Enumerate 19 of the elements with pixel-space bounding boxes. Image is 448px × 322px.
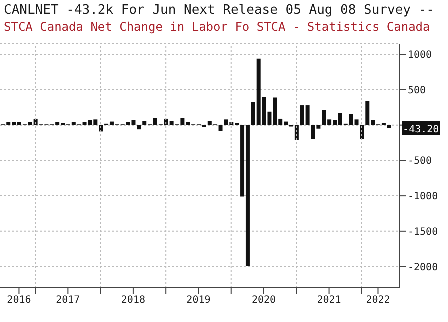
y-tick-label: -500 bbox=[408, 156, 432, 168]
bar bbox=[137, 125, 142, 130]
x-tick-label: 2020 bbox=[252, 295, 276, 306]
x-tick-label: 2018 bbox=[121, 295, 146, 306]
x-tick-label: 2016 bbox=[7, 295, 32, 306]
annotation: -43.20 bbox=[403, 124, 440, 136]
y-tick-label: -2000 bbox=[408, 262, 438, 274]
x-tick-label: 2017 bbox=[56, 295, 80, 306]
bar bbox=[218, 125, 223, 131]
y-tick-label: -1000 bbox=[408, 192, 438, 203]
chart-title: CANLNET -43.2k For Jun Next Release 05 Aug 08 Survey -- bbox=[3, 2, 436, 18]
x-tick-label: 2019 bbox=[186, 295, 211, 306]
chart-subtitle: STCA Canada Net Change in Labor Fo STCA - Statistics Canada bbox=[3, 19, 432, 34]
y-tick-label: -1500 bbox=[408, 226, 438, 238]
bar bbox=[387, 125, 392, 128]
y-tick-label: 500 bbox=[408, 86, 426, 97]
x-tick-label: 2021 bbox=[317, 295, 342, 306]
x-tick-label: 2022 bbox=[366, 295, 390, 306]
y-tick-label: 1000 bbox=[408, 50, 432, 62]
